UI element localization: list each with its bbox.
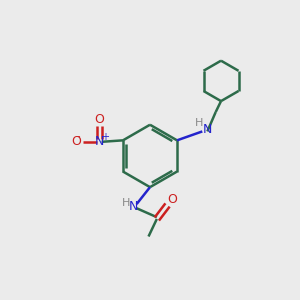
Text: H: H	[122, 199, 130, 208]
Text: N: N	[203, 123, 212, 136]
Text: O: O	[71, 135, 81, 148]
Text: +: +	[100, 132, 109, 142]
Text: H: H	[195, 118, 203, 128]
Text: O: O	[94, 113, 104, 126]
Text: -: -	[76, 131, 80, 141]
Text: N: N	[94, 135, 104, 148]
Text: O: O	[167, 193, 177, 206]
Text: N: N	[129, 200, 138, 213]
